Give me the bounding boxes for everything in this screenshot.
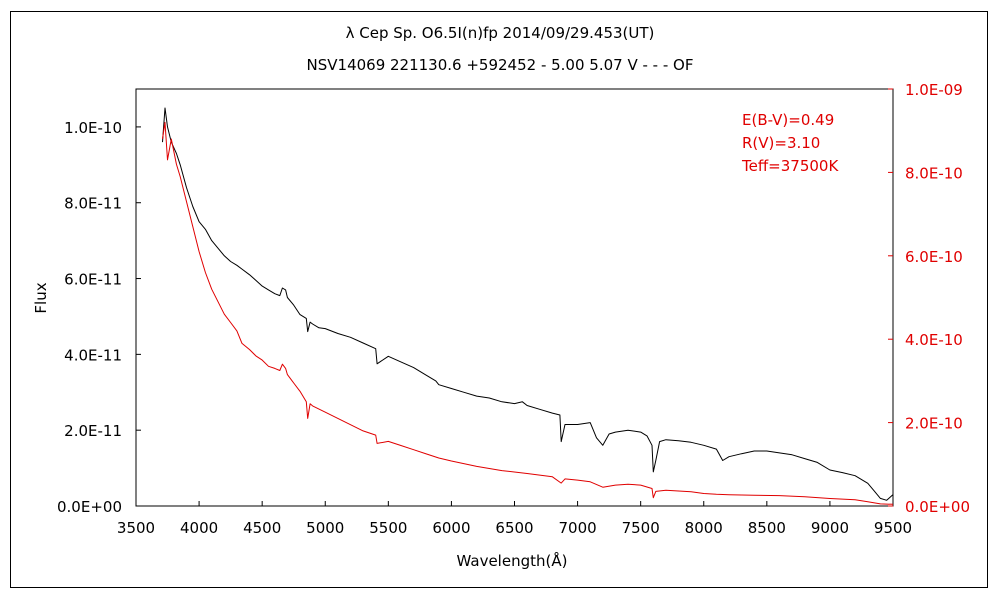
x-tick-label: 9000 xyxy=(811,519,849,537)
chart-subtitle: NSV14069 221130.6 +592452 - 5.00 5.07 V … xyxy=(306,56,694,74)
annotation-teff: Teff=37500K xyxy=(742,157,839,175)
y2-tick-label: 4.0E-10 xyxy=(905,331,963,349)
x-tick-label: 3500 xyxy=(117,519,155,537)
x-axis: 3500 4000 4500 5000 5500 6000 6500 7000 7500 8000… xyxy=(117,501,912,537)
y2-tick-label: 2.0E-10 xyxy=(905,415,963,433)
x-tick-label: 9500 xyxy=(874,519,912,537)
y-tick-label: 2.0E-11 xyxy=(64,422,122,440)
annotation-ebv: E(B-V)=0.49 xyxy=(742,111,835,129)
y2-tick-label: 6.0E-10 xyxy=(905,248,963,266)
y-axis-left: 0.0E+00 2.0E-11 4.0E-11 6.0E-11 8.0E-11 1.0E-… xyxy=(57,119,141,516)
series-layer xyxy=(162,107,894,505)
y2-tick-label: 1.0E-09 xyxy=(905,81,963,99)
chart-title: λ Cep Sp. O6.5I(n)fp 2014/09/29.453(UT) xyxy=(345,24,655,42)
y-tick-label: 6.0E-11 xyxy=(64,271,122,289)
y-axis-label: Flux xyxy=(32,282,50,313)
y2-tick-label: 8.0E-10 xyxy=(905,164,963,182)
x-tick-label: 7500 xyxy=(622,519,660,537)
x-tick-label: 5500 xyxy=(369,519,407,537)
x-tick-label: 5000 xyxy=(306,519,344,537)
series-line-observed xyxy=(162,107,894,501)
x-axis-label: Wavelength(Å) xyxy=(457,551,568,570)
x-tick-label: 6000 xyxy=(432,519,470,537)
x-tick-label: 8500 xyxy=(748,519,786,537)
x-tick-label: 4000 xyxy=(180,519,218,537)
y-tick-label: 0.0E+00 xyxy=(57,498,122,516)
x-tick-label: 8000 xyxy=(685,519,723,537)
y-axis-right: 0.0E+00 2.0E-10 4.0E-10 6.0E-10 8.0E-10 1.0E-… xyxy=(888,81,970,516)
x-tick-label: 7000 xyxy=(558,519,596,537)
y2-tick-label: 0.0E+00 xyxy=(905,498,970,516)
y-tick-label: 1.0E-10 xyxy=(64,119,122,137)
x-tick-label: 4500 xyxy=(243,519,281,537)
y-tick-label: 8.0E-11 xyxy=(64,195,122,213)
y-tick-label: 4.0E-11 xyxy=(64,346,122,364)
chart-frame xyxy=(10,11,988,588)
annotation-rv: R(V)=3.10 xyxy=(742,134,821,152)
x-tick-label: 6500 xyxy=(495,519,533,537)
series-line-dereddened xyxy=(162,121,894,505)
